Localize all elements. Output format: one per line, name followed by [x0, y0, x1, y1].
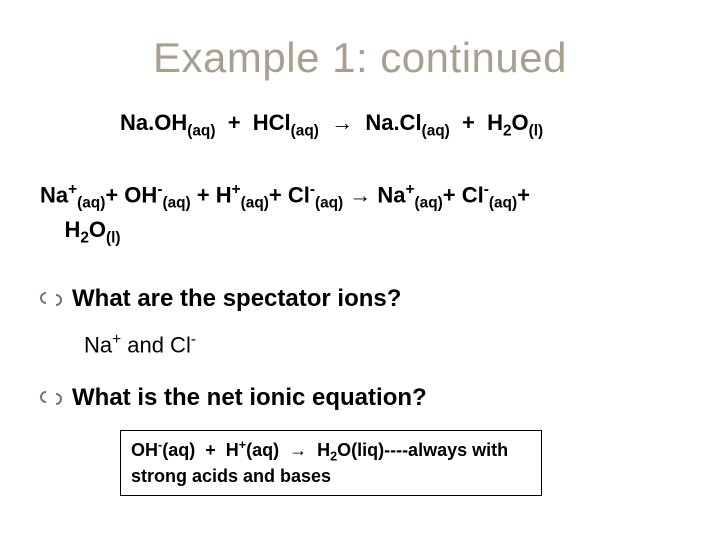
link-bullet-icon [40, 390, 62, 406]
slide: Example 1: continued Na.OH(aq) + HCl(aq)… [0, 0, 720, 540]
molecular-equation: Na.OH(aq) + HCl(aq) → Na.Cl(aq) + H2O(l) [120, 110, 680, 140]
question-2-text: What is the net ionic equation? [72, 384, 427, 412]
question-2-row: What is the net ionic equation? [40, 384, 680, 412]
question-1-text: What are the spectator ions? [72, 285, 401, 313]
answer-1: Na+ and Cl- [84, 331, 680, 358]
slide-title: Example 1: continued [40, 34, 680, 82]
net-ionic-box: OH-(aq) + H+(aq) → H2O(liq)----always wi… [120, 430, 542, 495]
complete-ionic-equation: Na+(aq)+ OH-(aq) + H+(aq)+ Cl-(aq) → Na+… [40, 180, 680, 249]
question-1-row: What are the spectator ions? [40, 285, 680, 313]
link-bullet-icon [40, 291, 62, 307]
